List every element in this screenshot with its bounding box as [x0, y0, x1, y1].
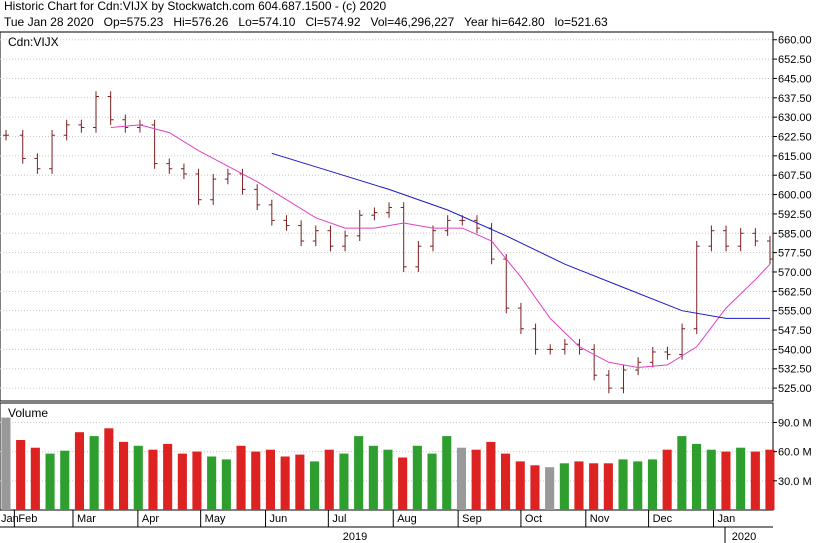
- long-moving-average-line: [271, 152, 770, 319]
- price-tick-label: 555.00: [778, 306, 812, 318]
- volume-bar: [589, 463, 599, 510]
- month-label: Sep: [462, 513, 482, 525]
- volume-bar: [501, 453, 511, 510]
- volume-bar: [427, 453, 437, 510]
- price-tick-label: 577.50: [778, 248, 812, 260]
- volume-bar: [486, 441, 496, 510]
- price-panel: [0, 31, 774, 402]
- price-tick-label: 570.00: [778, 267, 812, 279]
- volume-bar: [721, 451, 731, 510]
- volume-bar: [265, 449, 275, 510]
- volume-label: Volume: [8, 406, 48, 420]
- volume-bar: [310, 461, 320, 510]
- month-label: Jan: [717, 513, 735, 525]
- volume-bar: [545, 467, 555, 510]
- price-tick-label: 607.50: [778, 170, 812, 182]
- volume-bar: [163, 443, 173, 510]
- volume-bar: [765, 449, 775, 510]
- volume-tick-label: 90.0 M: [778, 417, 812, 429]
- volume-bar: [530, 465, 540, 510]
- volume-bar: [412, 445, 422, 510]
- volume-bar: [324, 449, 334, 510]
- price-tick-label: 630.00: [778, 112, 812, 124]
- volume-tick-label: 30.0 M: [778, 476, 812, 488]
- price-tick-label: 525.00: [778, 383, 812, 395]
- price-tick-label: 532.50: [778, 364, 812, 376]
- volume-bar: [398, 457, 408, 510]
- volume-bar: [236, 445, 246, 510]
- month-label: Jan: [1, 513, 19, 525]
- volume-bar: [339, 453, 349, 510]
- volume-bar: [662, 449, 672, 510]
- price-tick-label: 600.00: [778, 190, 812, 202]
- price-tick-label: 540.00: [778, 344, 812, 356]
- volume-bar: [559, 463, 569, 510]
- volume-bar: [368, 445, 378, 510]
- volume-bar: [633, 461, 643, 510]
- month-label: Feb: [18, 513, 37, 525]
- month-label: Nov: [590, 513, 610, 525]
- volume-bar: [207, 456, 217, 510]
- short-moving-average-line: [110, 124, 771, 369]
- month-label: Oct: [525, 513, 542, 525]
- price-tick-label: 592.50: [778, 209, 812, 221]
- symbol-label: Cdn:VIJX: [8, 35, 59, 49]
- price-tick-label: 660.00: [778, 35, 812, 47]
- volume-bar: [574, 461, 584, 510]
- price-tick-label: 547.50: [778, 325, 812, 337]
- month-label: Mar: [77, 513, 96, 525]
- price-tick-label: 637.50: [778, 93, 812, 105]
- volume-bar: [104, 428, 114, 510]
- volume-bar: [133, 445, 143, 510]
- volume-bar: [456, 447, 466, 510]
- price-tick-label: 585.00: [778, 228, 812, 240]
- volume-bar: [221, 459, 231, 510]
- volume-bar: [515, 461, 525, 510]
- year-label-2020: 2020: [732, 531, 756, 543]
- volume-bar: [618, 459, 628, 510]
- price-tick-label: 562.50: [778, 286, 812, 298]
- price-tick-label: 622.50: [778, 132, 812, 144]
- volume-bar: [692, 443, 702, 510]
- month-label: Jun: [270, 513, 288, 525]
- volume-bar: [60, 450, 70, 510]
- volume-bar: [750, 451, 760, 510]
- volume-bar: [736, 447, 746, 510]
- volume-bar: [74, 432, 84, 510]
- volume-bar: [251, 451, 261, 510]
- volume-bar: [192, 451, 202, 510]
- volume-bar: [30, 447, 40, 510]
- volume-bar: [383, 449, 393, 510]
- volume-bar: [471, 449, 481, 510]
- month-label: Aug: [397, 513, 417, 525]
- price-tick-label: 652.50: [778, 54, 812, 66]
- month-label: Apr: [142, 513, 159, 525]
- volume-bar: [16, 440, 26, 510]
- volume-bar: [442, 436, 452, 510]
- volume-bar: [280, 456, 290, 510]
- volume-bar: [45, 453, 55, 510]
- chart-title-line: Historic Chart for Cdn:VIJX by Stockwatc…: [4, 0, 387, 13]
- price-tick-label: 645.00: [778, 73, 812, 85]
- month-label: Dec: [653, 513, 673, 525]
- volume-bar: [295, 454, 305, 510]
- volume-bar: [89, 436, 99, 510]
- volume-bar: [1, 417, 11, 510]
- volume-bar: [647, 459, 657, 510]
- volume-bar: [603, 463, 613, 510]
- month-label: Jul: [332, 513, 346, 525]
- volume-bar: [177, 453, 187, 510]
- quote-summary-line: Tue Jan 28 2020 Op=575.23 Hi=576.26 Lo=5…: [4, 15, 608, 29]
- volume-bar: [706, 449, 716, 510]
- volume-bar: [148, 449, 158, 510]
- month-label: May: [205, 513, 226, 525]
- price-tick-label: 615.00: [778, 151, 812, 163]
- volume-bar: [119, 441, 129, 510]
- volume-bar: [354, 436, 364, 510]
- year-label-2019: 2019: [343, 531, 367, 543]
- volume-bar: [677, 436, 687, 510]
- volume-tick-label: 60.0 M: [778, 447, 812, 459]
